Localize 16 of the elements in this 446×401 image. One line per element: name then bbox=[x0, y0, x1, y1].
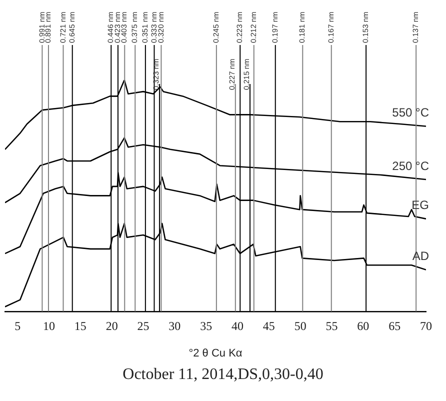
x-tick-label: 30 bbox=[168, 318, 181, 333]
x-tick-label: 35 bbox=[200, 318, 212, 333]
x-tick-label: 40 bbox=[231, 318, 244, 333]
x-tick-label: 25 bbox=[137, 318, 150, 333]
x-tick-label: 5 bbox=[14, 318, 21, 333]
x-tick-label: 60 bbox=[357, 318, 370, 333]
x-tick-label: 15 bbox=[74, 318, 86, 333]
x-tick-label: 20 bbox=[106, 318, 118, 333]
x-tick-label: 70 bbox=[420, 318, 432, 333]
x-axis-title: °2 θ Cu Kα bbox=[188, 347, 243, 360]
x-tick-label: 65 bbox=[388, 318, 401, 333]
text: October 11, 2014,DS,0,30-0,40 bbox=[122, 366, 324, 384]
x-tick-label: 55 bbox=[326, 318, 338, 333]
x-tick-label: 10 bbox=[42, 318, 55, 333]
x-tick-label: 45 bbox=[262, 318, 275, 333]
x-tick-label: 50 bbox=[294, 318, 306, 333]
